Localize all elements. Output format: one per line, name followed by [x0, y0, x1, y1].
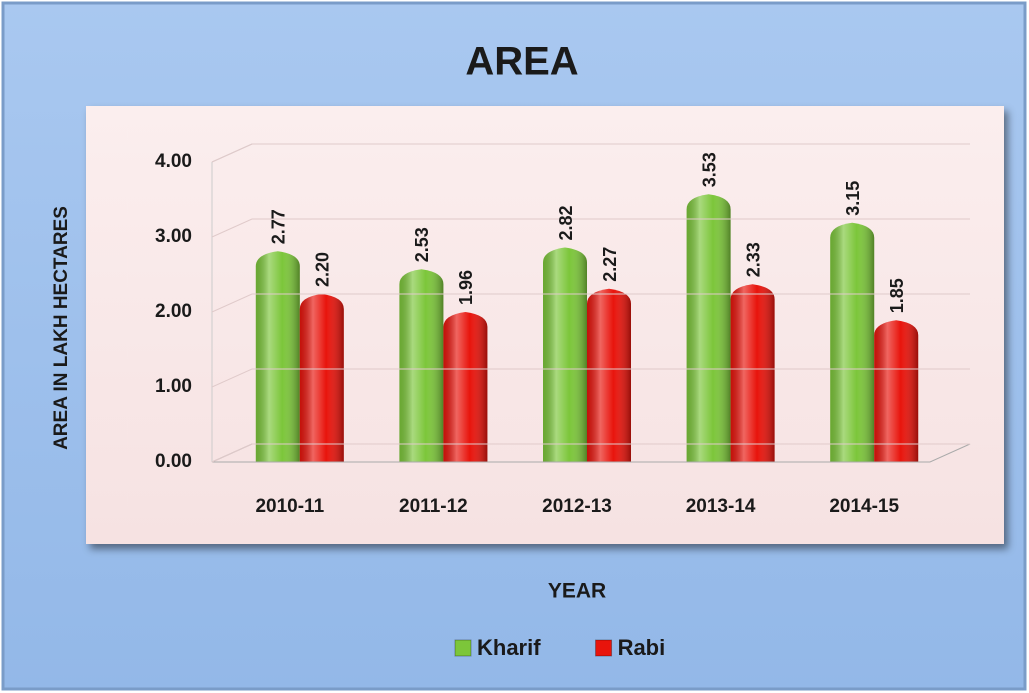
- x-tick-label: 2010-11: [255, 496, 324, 517]
- grid-line: [211, 218, 970, 238]
- bar-shading: [686, 194, 731, 462]
- bar-shading: [830, 222, 875, 462]
- data-label: 1.96: [456, 270, 476, 305]
- bar-shading: [730, 284, 775, 462]
- x-tick-label: 2011-12: [399, 496, 468, 517]
- x-tick-label: 2013-14: [686, 496, 756, 517]
- y-axis-label: AREA IN LAKH HECTARES: [51, 206, 72, 450]
- chart-title: AREA: [465, 40, 578, 84]
- y-tick-label: 0.00: [155, 451, 192, 472]
- data-label: 2.33: [743, 242, 763, 277]
- data-label: 2.82: [556, 205, 576, 240]
- x-axis-label: YEAR: [548, 580, 606, 603]
- legend-label: Kharif: [477, 635, 541, 660]
- grid-line: [211, 293, 970, 313]
- data-label: 2.53: [412, 227, 432, 262]
- data-label: 3.15: [843, 181, 863, 216]
- data-label: 1.85: [887, 278, 907, 313]
- y-tick-label: 4.00: [155, 151, 192, 172]
- y-tick-label: 3.00: [155, 226, 192, 247]
- legend-label: Rabi: [618, 635, 666, 660]
- grid-line: [211, 443, 970, 463]
- y-tick-label: 1.00: [155, 376, 192, 397]
- y-tick-label: 2.00: [155, 301, 192, 322]
- bar-shading: [299, 294, 344, 462]
- bar-shading: [874, 320, 919, 462]
- x-tick-label: 2012-13: [542, 496, 612, 517]
- bar-shading: [543, 247, 587, 462]
- data-label: 2.20: [313, 252, 333, 287]
- data-label: 2.77: [269, 209, 289, 244]
- bar-shading: [399, 269, 444, 462]
- legend-swatch: [454, 639, 472, 657]
- data-label: 2.27: [600, 247, 620, 282]
- bar-shading: [443, 312, 488, 462]
- data-label: 3.53: [699, 152, 719, 187]
- bar-shading: [255, 251, 300, 462]
- grid-line: [211, 368, 970, 388]
- grid-line: [211, 143, 970, 163]
- x-tick-label: 2014-15: [829, 496, 899, 517]
- bar-shading: [587, 288, 631, 462]
- legend-swatch: [595, 639, 613, 657]
